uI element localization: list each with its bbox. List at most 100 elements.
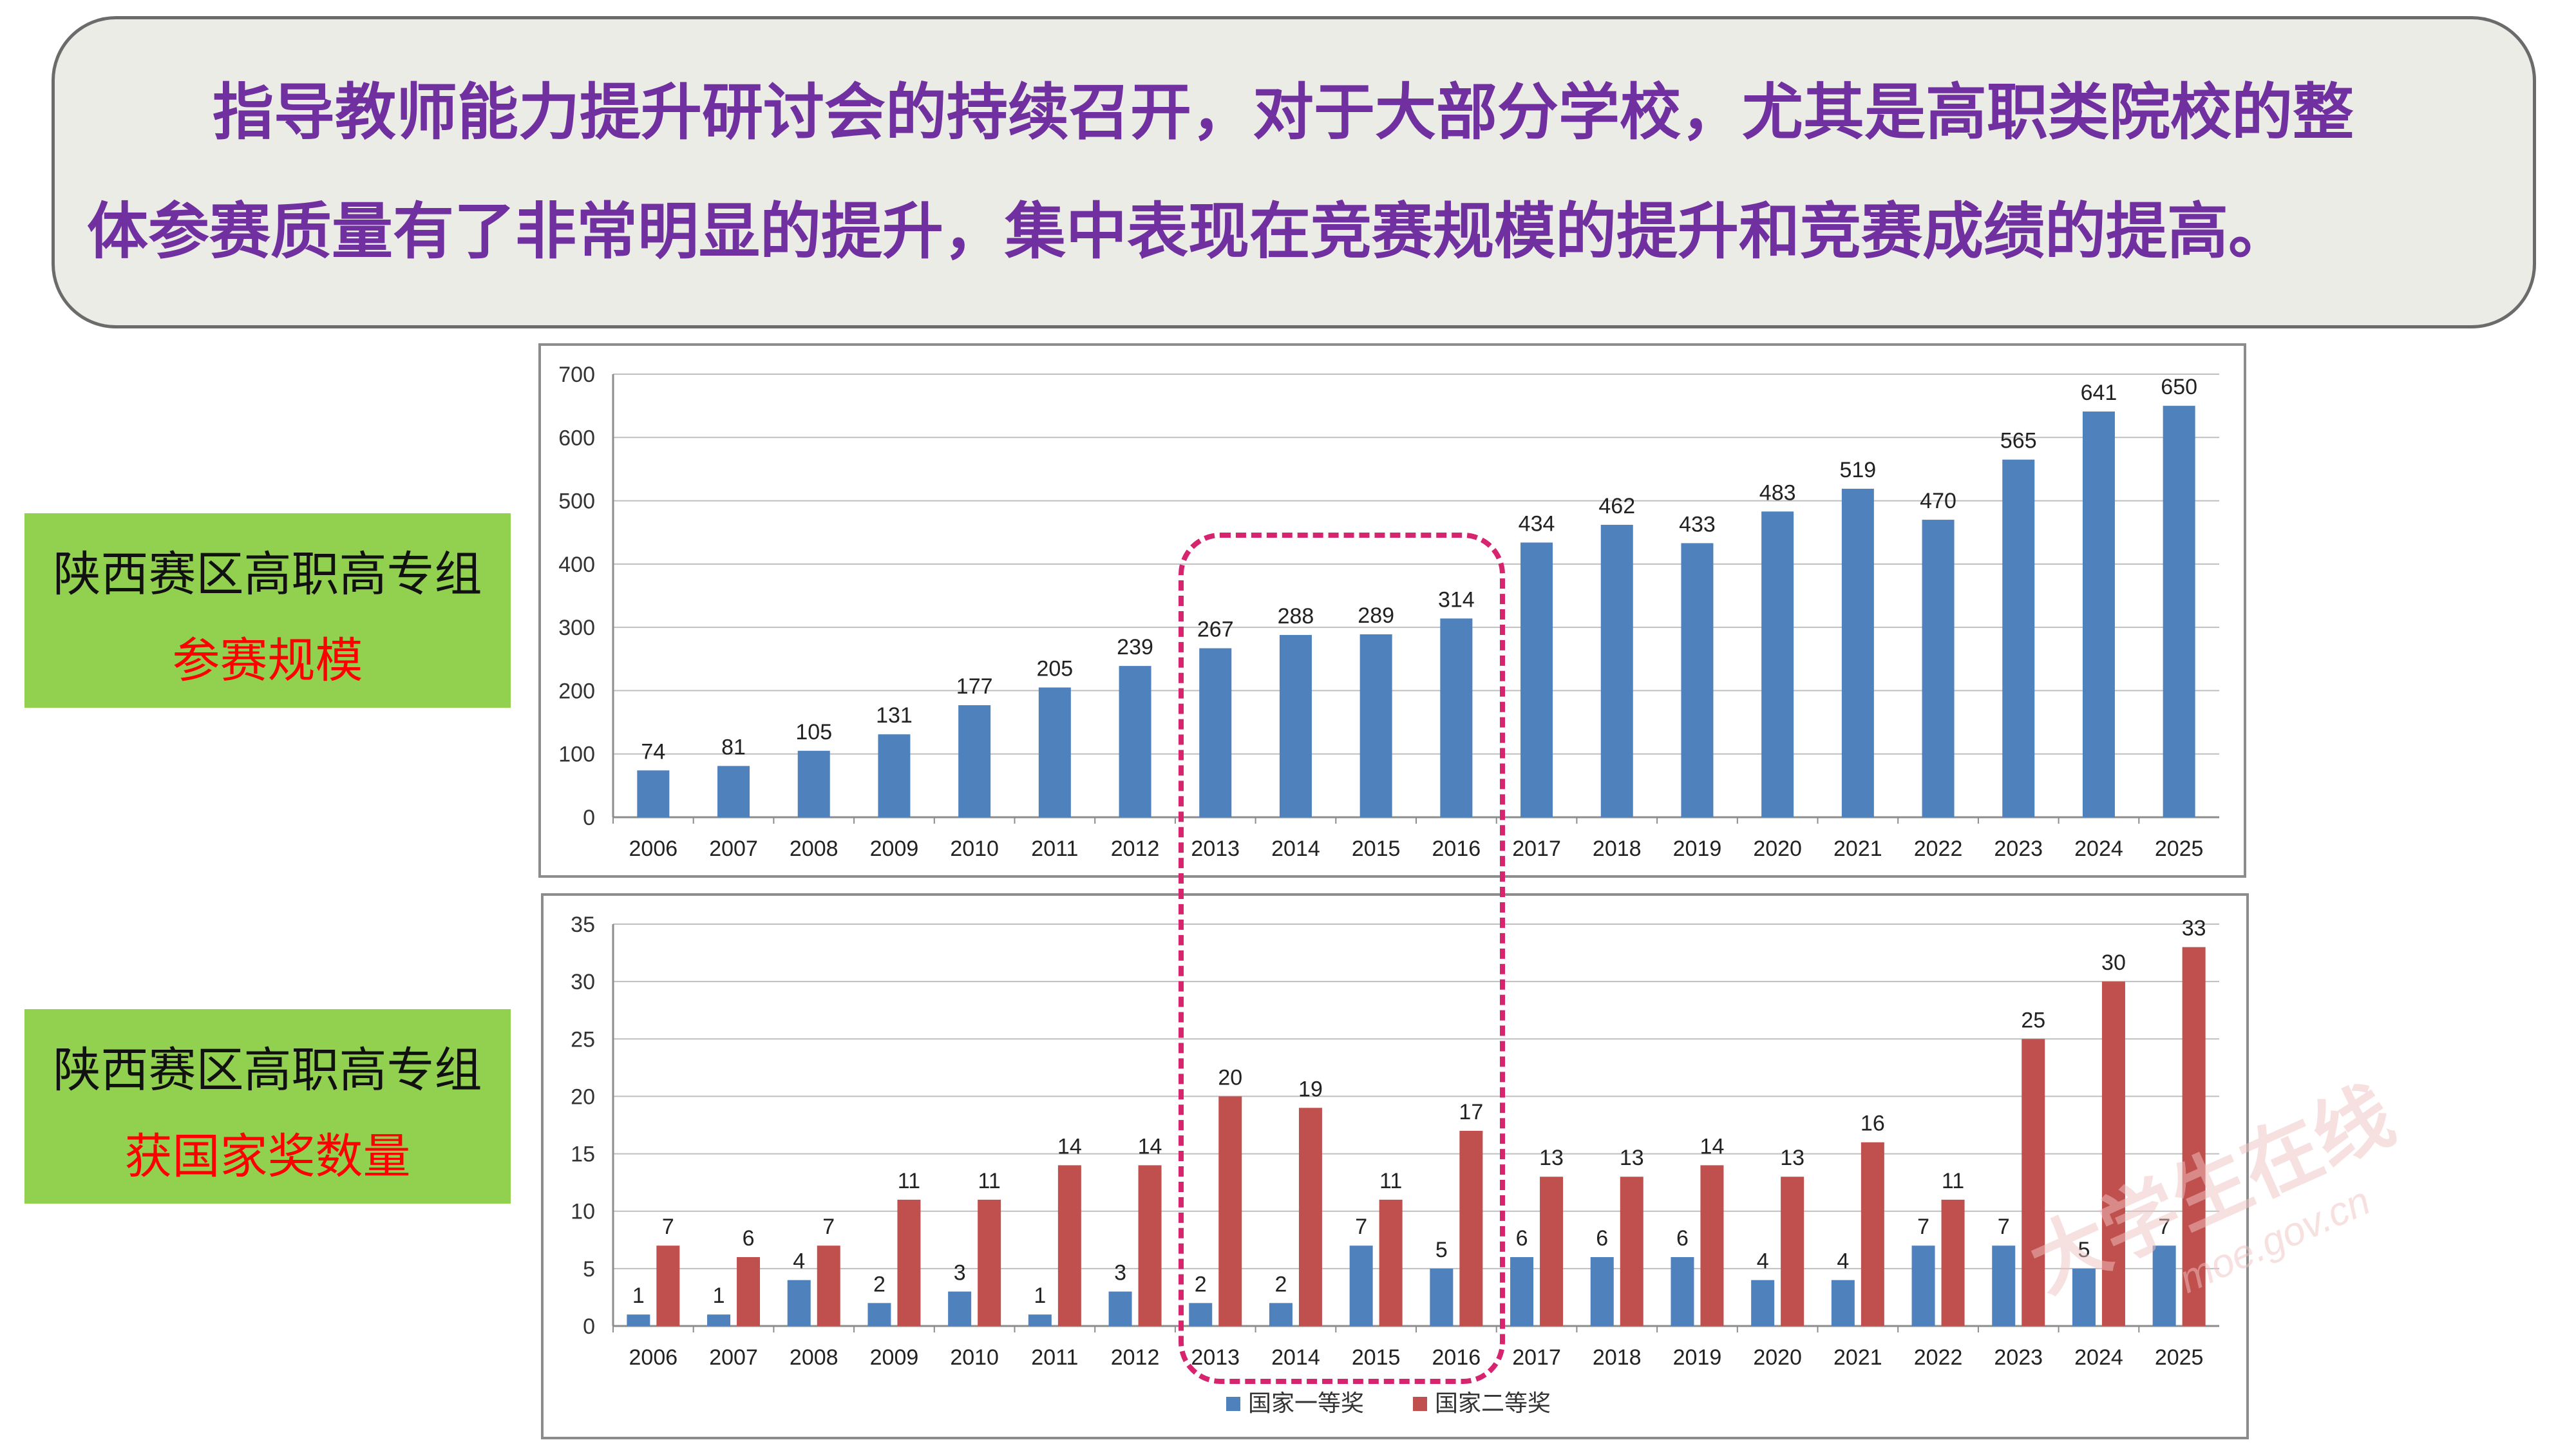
awards-bar <box>1108 1291 1132 1326</box>
awards-data-label: 13 <box>1780 1146 1804 1170</box>
awards-ytick-label: 15 <box>571 1142 595 1167</box>
participation-data-label: 267 <box>1197 618 1234 642</box>
awards-data-label: 1 <box>632 1283 645 1308</box>
participation-xtick-label: 2009 <box>870 837 919 861</box>
headline-line-2: 体参赛质量有了非常明显的提升，集中表现在竞赛规模的提升和竞赛成绩的提高。 <box>87 196 2290 267</box>
awards-data-label: 13 <box>1620 1146 1644 1170</box>
awards-data-label: 4 <box>1837 1249 1849 1274</box>
awards-chart-svg: 0510152025303520061720071620084720092112… <box>571 913 2219 1416</box>
awards-bar <box>2182 947 2206 1326</box>
awards-bar <box>2022 1039 2045 1326</box>
participation-bar <box>637 770 670 817</box>
awards-bar <box>1189 1303 1213 1326</box>
participation-bar <box>1440 618 1473 817</box>
participation-data-label: 483 <box>1759 480 1796 505</box>
participation-bar <box>717 766 750 817</box>
awards-bar <box>897 1199 921 1326</box>
awards-bar <box>1911 1245 1935 1326</box>
awards-bar <box>1379 1199 1403 1326</box>
participation-bar <box>878 734 911 817</box>
participation-xtick-label: 2025 <box>2155 837 2204 861</box>
participation-ytick-label: 100 <box>558 743 595 767</box>
participation-data-label: 470 <box>1920 489 1956 513</box>
participation-bar <box>1520 542 1553 817</box>
participation-bar <box>797 750 830 817</box>
highlight-2013-2016-box <box>1179 533 1505 1384</box>
awards-xtick-label: 2018 <box>1593 1345 1642 1370</box>
awards-bar <box>1028 1314 1052 1326</box>
participation-bar <box>2002 459 2035 817</box>
participation-data-label: 74 <box>641 739 665 764</box>
participation-ytick-label: 0 <box>583 806 595 830</box>
awards-ytick-label: 25 <box>571 1027 595 1052</box>
awards-ytick-label: 30 <box>571 970 595 994</box>
participation-label-main: 陕西赛区高职高专组 <box>53 547 482 602</box>
awards-data-label: 2 <box>1195 1272 1207 1296</box>
awards-data-label: 14 <box>1057 1134 1082 1159</box>
awards-label-sub: 获国家奖数量 <box>124 1129 411 1184</box>
participation-xtick-label: 2012 <box>1111 837 1160 861</box>
awards-bar <box>627 1314 650 1326</box>
awards-legend-swatch <box>1226 1397 1240 1411</box>
awards-data-label: 1 <box>713 1283 725 1308</box>
awards-xtick-label: 2012 <box>1111 1345 1160 1370</box>
awards-data-label: 3 <box>954 1261 966 1285</box>
awards-xtick-label: 2022 <box>1914 1345 1963 1370</box>
awards-xtick-label: 2008 <box>790 1345 838 1370</box>
awards-bar <box>817 1245 840 1326</box>
awards-bar <box>1861 1142 1884 1326</box>
awards-xtick-label: 2025 <box>2155 1345 2204 1370</box>
participation-data-label: 289 <box>1358 603 1394 628</box>
awards-xtick-label: 2011 <box>1031 1345 1078 1370</box>
participation-data-label: 641 <box>2081 381 2117 405</box>
awards-bar <box>656 1245 680 1326</box>
awards-data-label: 6 <box>1596 1226 1608 1251</box>
awards-bar <box>737 1257 761 1326</box>
participation-ytick-label: 700 <box>558 363 595 387</box>
awards-xtick-label: 2019 <box>1673 1345 1722 1370</box>
participation-data-label: 131 <box>876 703 913 728</box>
awards-xtick-label: 2009 <box>870 1345 919 1370</box>
awards-xtick-label: 2020 <box>1753 1345 1802 1370</box>
participation-xtick-label: 2007 <box>709 837 758 861</box>
participation-xtick-label: 2016 <box>1432 837 1481 861</box>
awards-data-label: 2 <box>873 1272 886 1296</box>
awards-data-label: 4 <box>1757 1249 1769 1274</box>
participation-bar <box>1279 634 1312 817</box>
awards-data-label: 5 <box>2078 1238 2090 1262</box>
awards-bar <box>1459 1130 1483 1326</box>
awards-legend-swatch <box>1413 1397 1427 1411</box>
awards-bar <box>2152 1245 2176 1326</box>
participation-ytick-label: 500 <box>558 489 595 514</box>
awards-data-label: 16 <box>1861 1112 1885 1136</box>
participation-bar <box>1119 666 1151 817</box>
participation-ytick-label: 400 <box>558 553 595 577</box>
awards-bar <box>1349 1245 1373 1326</box>
participation-label-sub: 参赛规模 <box>172 633 363 688</box>
participation-data-label: 519 <box>1839 458 1876 482</box>
participation-bar <box>1761 511 1794 817</box>
awards-data-label: 7 <box>662 1215 674 1239</box>
headline-line-1: 指导教师能力提升研讨会的持续召开，对于大部分学校，尤其是高职类院校的整 <box>213 77 2354 148</box>
awards-bar <box>1831 1280 1855 1326</box>
awards-data-label: 7 <box>822 1215 835 1239</box>
participation-ytick-label: 600 <box>558 426 595 450</box>
participation-data-label: 177 <box>956 674 993 699</box>
awards-data-label: 14 <box>1138 1134 1162 1159</box>
participation-xtick-label: 2020 <box>1753 837 1802 861</box>
participation-xtick-label: 2010 <box>950 837 999 861</box>
participation-data-label: 433 <box>1679 512 1716 536</box>
awards-bar <box>1540 1177 1564 1326</box>
participation-data-label: 81 <box>721 735 746 759</box>
participation-bar <box>1199 648 1232 817</box>
awards-data-label: 30 <box>2101 951 2126 975</box>
participation-chart: 0 100 200 300 400 500 600 700 2006 74 2007 81 2008 10… <box>538 343 2246 878</box>
awards-bar <box>1298 1108 1322 1326</box>
awards-bar <box>1700 1165 1724 1326</box>
awards-data-label: 19 <box>1298 1077 1323 1101</box>
awards-bar <box>1430 1268 1454 1326</box>
awards-data-label: 4 <box>793 1249 805 1274</box>
awards-bar <box>1620 1177 1643 1326</box>
participation-data-label: 314 <box>1438 587 1475 612</box>
awards-bar <box>787 1280 811 1326</box>
